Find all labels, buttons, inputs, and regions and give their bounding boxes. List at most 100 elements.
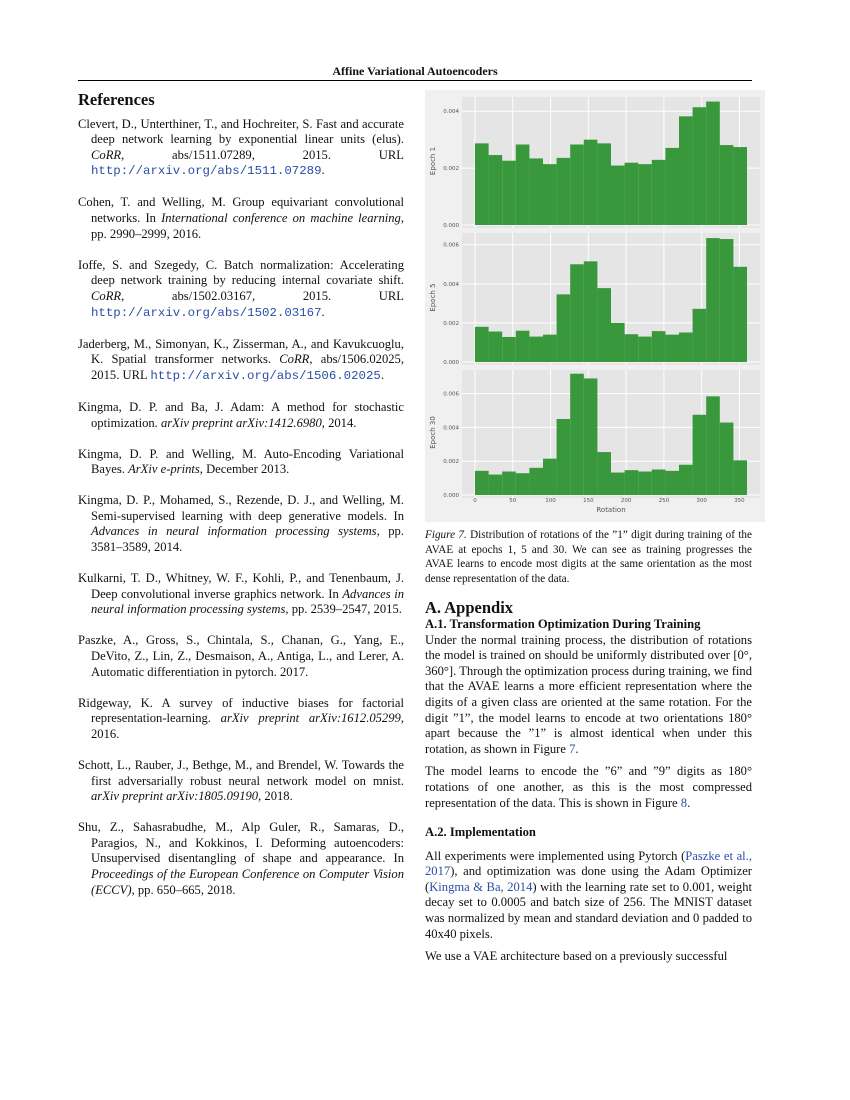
histogram-bar (611, 322, 625, 362)
x-tick-label: 250 (659, 498, 670, 504)
x-tick-label: 200 (621, 498, 632, 504)
histogram-bar (475, 326, 489, 362)
y-tick-label: 0.002 (443, 321, 459, 327)
running-header: Affine Variational Autoencoders (332, 64, 498, 78)
histogram-bar (529, 467, 543, 495)
histogram-bar (515, 144, 530, 225)
figure-caption: Figure 7. Distribution of rotations of t… (425, 528, 752, 586)
text: Under the normal training process, the d… (425, 632, 752, 756)
y-tick-label: 0.000 (443, 493, 459, 499)
ref-details: , 2018. (258, 789, 293, 804)
reference-item: Ridgeway, K. A survey of inductive biase… (78, 696, 404, 743)
histogram-bar (651, 469, 666, 495)
histogram-bar (611, 165, 625, 225)
paragraph: We use a VAE architecture based on a pre… (425, 949, 728, 964)
histogram-bar (475, 470, 489, 495)
histogram-panel: 0.000 0.002 0.004 0.006 Epoch 5 (429, 233, 760, 366)
paragraph: The model learns to encode the ”6” and ”… (425, 764, 752, 810)
y-tick-label: 0.000 (443, 223, 459, 229)
y-tick-label: 0.002 (443, 166, 459, 172)
histogram-bar (583, 261, 598, 362)
y-tick-label: 0.002 (443, 459, 459, 465)
histogram-bar (706, 396, 720, 495)
x-tick-label: 100 (545, 498, 556, 504)
ref-venue: Advances in neural information processin… (91, 524, 377, 539)
ref-venue: Proceedings of the European Conference o… (91, 867, 404, 897)
ref-end: . (321, 304, 325, 319)
histogram-bar (624, 334, 639, 362)
figure-link[interactable]: 7 (569, 741, 576, 756)
histogram-bar (556, 418, 571, 495)
histogram-bar (651, 331, 666, 362)
histogram-bar (583, 378, 598, 495)
ref-details: , pp. 2539–2547, 2015. (285, 602, 402, 617)
histogram-bar (665, 470, 679, 495)
histogram-bar (706, 238, 720, 362)
ref-details: , 2016. (91, 711, 404, 741)
ref-details: , pp. 3581–3589, 2014. (91, 524, 404, 555)
text: The model learns to encode the ”6” and ”… (425, 764, 752, 810)
ref-url-link[interactable]: http://arxiv.org/abs/1506.02025 (150, 368, 381, 383)
histogram-bar (638, 164, 652, 225)
histogram-bar (488, 155, 503, 225)
histogram-bar (733, 460, 747, 495)
histogram-panel: 0.000 0.002 0.004 0.006 Epoch 30 (429, 370, 760, 499)
reference-item: Kingma, D. P. and Ba, J. Adam: A method … (78, 400, 404, 431)
histogram-bar (488, 474, 503, 495)
reference-item: Clevert, D., Unterthiner, T., and Hochre… (78, 117, 404, 180)
y-tick-label: 0.006 (443, 392, 459, 398)
histogram-bar (543, 164, 557, 225)
histogram-bar (665, 147, 679, 225)
histogram-bar (583, 139, 598, 225)
histogram-bar (570, 144, 584, 225)
citation-link[interactable]: Kingma & Ba, 2014 (429, 879, 533, 894)
ref-end: . (321, 163, 325, 178)
ref-details: , abs/1506.02025, 2015. URL (91, 352, 404, 382)
appendix-title: A. Appendix (425, 598, 514, 618)
ref-url-link[interactable]: http://arxiv.org/abs/1502.03167 (91, 305, 322, 320)
histogram-bar (543, 334, 557, 362)
histogram-bar (475, 143, 489, 225)
section-a1-title: A.1. Transformation Optimization During … (425, 616, 701, 631)
histogram-bar (543, 458, 557, 495)
histogram-bar (529, 336, 543, 362)
histogram-bar (706, 101, 720, 225)
x-tick-label: 50 (509, 498, 516, 504)
right-column: Figure 7. Distribution of rotations of t… (425, 528, 752, 972)
citation-link[interactable]: Paszke et al., 2017 (425, 848, 752, 879)
ref-text: Paszke, A., Gross, S., Chintala, S., Cha… (78, 633, 404, 679)
y-tick-label: 0.004 (443, 282, 459, 288)
histogram-bar (597, 452, 611, 495)
histogram-bar (488, 331, 503, 362)
histogram-bar (719, 422, 734, 495)
paragraph: Under the normal training process, the d… (425, 632, 752, 756)
histogram-bar (502, 160, 516, 225)
reference-item: Ioffe, S. and Szegedy, C. Batch normaliz… (78, 258, 404, 321)
histogram-bar (515, 330, 530, 362)
references-title: References (78, 90, 155, 109)
reference-item: Shu, Z., Sahasrabudhe, M., Alp Guler, R.… (78, 820, 404, 898)
histogram-bar (719, 145, 734, 225)
x-tick-label: 150 (583, 498, 594, 504)
histogram-bar (638, 336, 652, 362)
figure-link[interactable]: 8 (680, 795, 688, 810)
histogram-bar (665, 334, 679, 362)
reference-item: Paszke, A., Gross, S., Chintala, S., Cha… (78, 633, 404, 680)
ref-text: Ridgeway, K. A survey of inductive biase… (78, 695, 404, 726)
histogram-bar (556, 157, 571, 225)
histogram-bar (515, 473, 530, 495)
ref-url-link[interactable]: http://arxiv.org/abs/1511.07289 (91, 164, 322, 179)
header-rule (78, 80, 752, 81)
ref-text: Jaderberg, M., Simonyan, K., Zisserman, … (78, 336, 404, 367)
histogram-bar (529, 158, 543, 225)
reference-item: Jaderberg, M., Simonyan, K., Zisserman, … (78, 337, 404, 385)
y-tick-label: 0.006 (443, 243, 459, 249)
ref-text: Cohen, T. and Welling, M. Group equivari… (78, 195, 404, 226)
text: ) with the learning rate set to 0.001, w… (425, 879, 752, 941)
histogram-bar (679, 332, 693, 362)
caption-text: Distribution of rotations of the ”1” dig… (425, 529, 752, 585)
x-axis-label: Rotation (596, 506, 625, 514)
ref-venue: arXiv preprint arXiv:1805.09190 (91, 789, 259, 804)
